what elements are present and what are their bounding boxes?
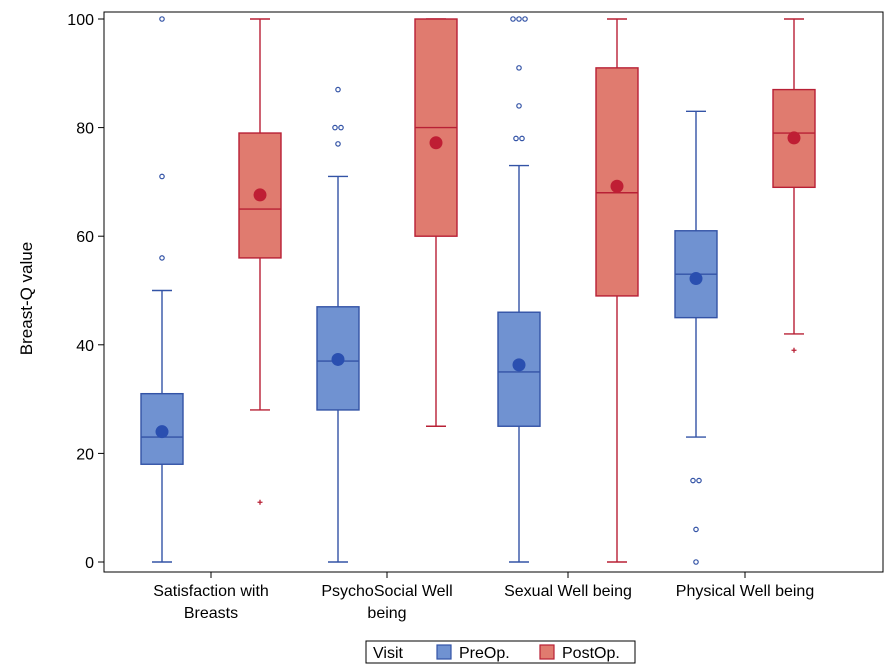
outlier-marker	[516, 16, 522, 22]
box-preop-1	[140, 16, 184, 563]
mean-marker	[429, 136, 443, 150]
outlier-marker	[693, 526, 699, 533]
outlier-marker	[516, 65, 522, 71]
outlier-marker	[332, 124, 338, 131]
box-preop-3	[497, 16, 541, 563]
mean-marker	[610, 179, 624, 193]
y-tick-label: 0	[85, 555, 94, 572]
x-category-label: being	[367, 605, 406, 622]
outlier-marker	[159, 255, 165, 261]
outlier-marker	[513, 135, 519, 142]
y-axis-label: Breast-Q value	[17, 242, 36, 355]
outlier-marker	[335, 86, 341, 93]
mean-marker	[155, 425, 169, 439]
x-category-label: Satisfaction with	[153, 583, 269, 600]
x-category-label: PsychoSocial Well	[321, 583, 452, 600]
y-tick-label: 60	[76, 229, 94, 246]
outlier-marker	[690, 477, 696, 484]
outlier-marker	[696, 477, 702, 484]
outlier-marker	[516, 103, 522, 109]
box-iqr	[497, 311, 541, 427]
plot-frame	[103, 11, 884, 573]
mean-marker	[689, 272, 703, 286]
legend-entry-label: PostOp.	[562, 645, 620, 662]
box-postop-3	[595, 18, 639, 563]
outlier-marker	[522, 16, 528, 22]
outlier-marker	[335, 141, 341, 147]
outlier-marker	[510, 16, 516, 22]
box-postop-1	[238, 18, 282, 505]
mean-marker	[331, 352, 345, 366]
x-category-label: Sexual Well being	[504, 583, 632, 600]
box-iqr	[595, 67, 639, 297]
box-postop-4	[772, 18, 816, 353]
y-tick-label: 100	[67, 12, 94, 29]
legend-frame	[365, 640, 636, 664]
outlier-marker	[338, 124, 344, 131]
box-preop-2	[316, 86, 360, 563]
y-tick-label: 20	[76, 446, 94, 463]
outlier-marker	[693, 559, 699, 565]
x-category-label: Breasts	[184, 605, 238, 622]
legend-entry-label: PreOp.	[459, 645, 510, 662]
outlier-marker	[791, 347, 797, 353]
box-postop-2	[414, 18, 458, 427]
legend-title: Visit	[373, 645, 403, 662]
mean-marker	[253, 188, 267, 202]
mean-marker	[512, 358, 526, 372]
x-category-label: Physical Well being	[676, 583, 814, 600]
outlier-marker	[159, 16, 165, 22]
outlier-marker	[257, 499, 263, 505]
legend-swatch	[436, 644, 452, 660]
box-preop-4	[674, 110, 718, 565]
y-tick-label: 80	[76, 121, 94, 138]
mean-marker	[787, 131, 801, 145]
outlier-marker	[159, 173, 165, 180]
outlier-marker	[519, 135, 525, 142]
legend-swatch	[539, 644, 555, 660]
y-tick-label: 40	[76, 338, 94, 355]
